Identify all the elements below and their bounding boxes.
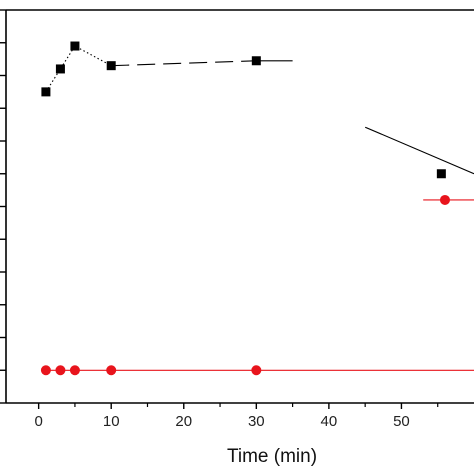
series-1-point [70, 41, 80, 51]
series-2-point [40, 365, 51, 376]
series-2-point [69, 365, 80, 376]
x-tick-label: 30 [248, 413, 265, 430]
series-2-point [251, 365, 262, 376]
x-tick-label: 20 [175, 413, 192, 430]
series-2-point [106, 365, 117, 376]
plot-area: 0 10 20 30 40 50 [0, 9, 474, 430]
x-axis-title: Time (min) [227, 446, 317, 467]
series-1-point [251, 56, 261, 66]
series-1-point [41, 87, 51, 97]
x-tick-label: 50 [393, 413, 410, 430]
series-1-point [106, 61, 116, 71]
series-1-point [436, 169, 446, 179]
x-tick-label: 10 [103, 413, 120, 430]
series-1-line [111, 60, 257, 67]
series-1-line [364, 126, 474, 175]
x-tick-label: 0 [34, 413, 42, 430]
series-2-point [55, 365, 66, 376]
series-1-point [55, 64, 65, 74]
x-tick-label: 40 [321, 413, 338, 430]
series-2-point [439, 194, 450, 205]
series-1-line [45, 45, 112, 93]
